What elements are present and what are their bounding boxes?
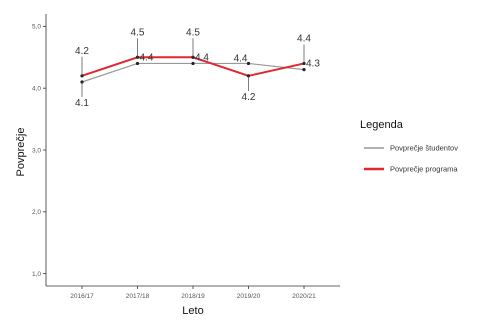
data-label: 4.3 <box>306 59 320 70</box>
data-point <box>191 61 195 66</box>
data-label: 4.1 <box>75 98 89 109</box>
series-layer <box>80 55 306 84</box>
data-label: 4.2 <box>75 46 89 57</box>
x-axis-title: Leto <box>182 305 203 317</box>
data-label: 4.4 <box>297 33 311 44</box>
data-label: 4.2 <box>242 92 256 103</box>
legend-title: Legenda <box>360 119 404 131</box>
legend-label: Povprečje programa <box>390 165 458 174</box>
data-labels: 4.2 4.1 4.5 4.4 4.5 4.4 4.4 4.2 4.4 4.3 <box>75 27 320 109</box>
y-tick-label: 3,0 <box>32 147 41 154</box>
x-tick-label: 2018/19 <box>181 293 205 300</box>
y-tick-label: 2,0 <box>32 209 41 216</box>
series-line <box>81 56 305 77</box>
x-tick-label: 2016/17 <box>70 293 94 300</box>
y-axis-ticks: 1,0 2,0 3,0 4,0 5,0 <box>32 24 46 278</box>
legend-items: Povprečje študentov Povprečje programa <box>364 144 458 174</box>
x-axis-ticks: 2016/17 2017/18 2018/19 2019/20 2020/21 <box>70 286 316 300</box>
y-tick-label: 4,0 <box>32 85 41 92</box>
y-tick-label: 1,0 <box>32 271 41 278</box>
legend: Legenda Povprečje študentov Povprečje pro… <box>360 119 458 174</box>
data-point <box>302 68 306 72</box>
data-label: 4.5 <box>131 27 145 38</box>
data-point <box>135 61 140 66</box>
y-tick-label: 5,0 <box>32 24 41 31</box>
data-label: 4.5 <box>186 27 200 38</box>
y-axis-title: Povprečje <box>15 128 27 177</box>
data-label: 4.4 <box>234 53 248 64</box>
x-tick-label: 2020/21 <box>292 293 316 300</box>
x-tick-label: 2017/18 <box>126 293 150 300</box>
data-point <box>246 61 251 66</box>
data-label: 4.4 <box>140 52 154 63</box>
legend-label: Povprečje študentov <box>390 144 458 153</box>
data-label: 4.4 <box>195 52 209 63</box>
x-tick-label: 2019/20 <box>237 293 261 300</box>
series-line <box>81 62 305 83</box>
plot-area: 1,02,03,04,05,0 2016/17 2017/18 2018/19 201… <box>32 14 340 300</box>
